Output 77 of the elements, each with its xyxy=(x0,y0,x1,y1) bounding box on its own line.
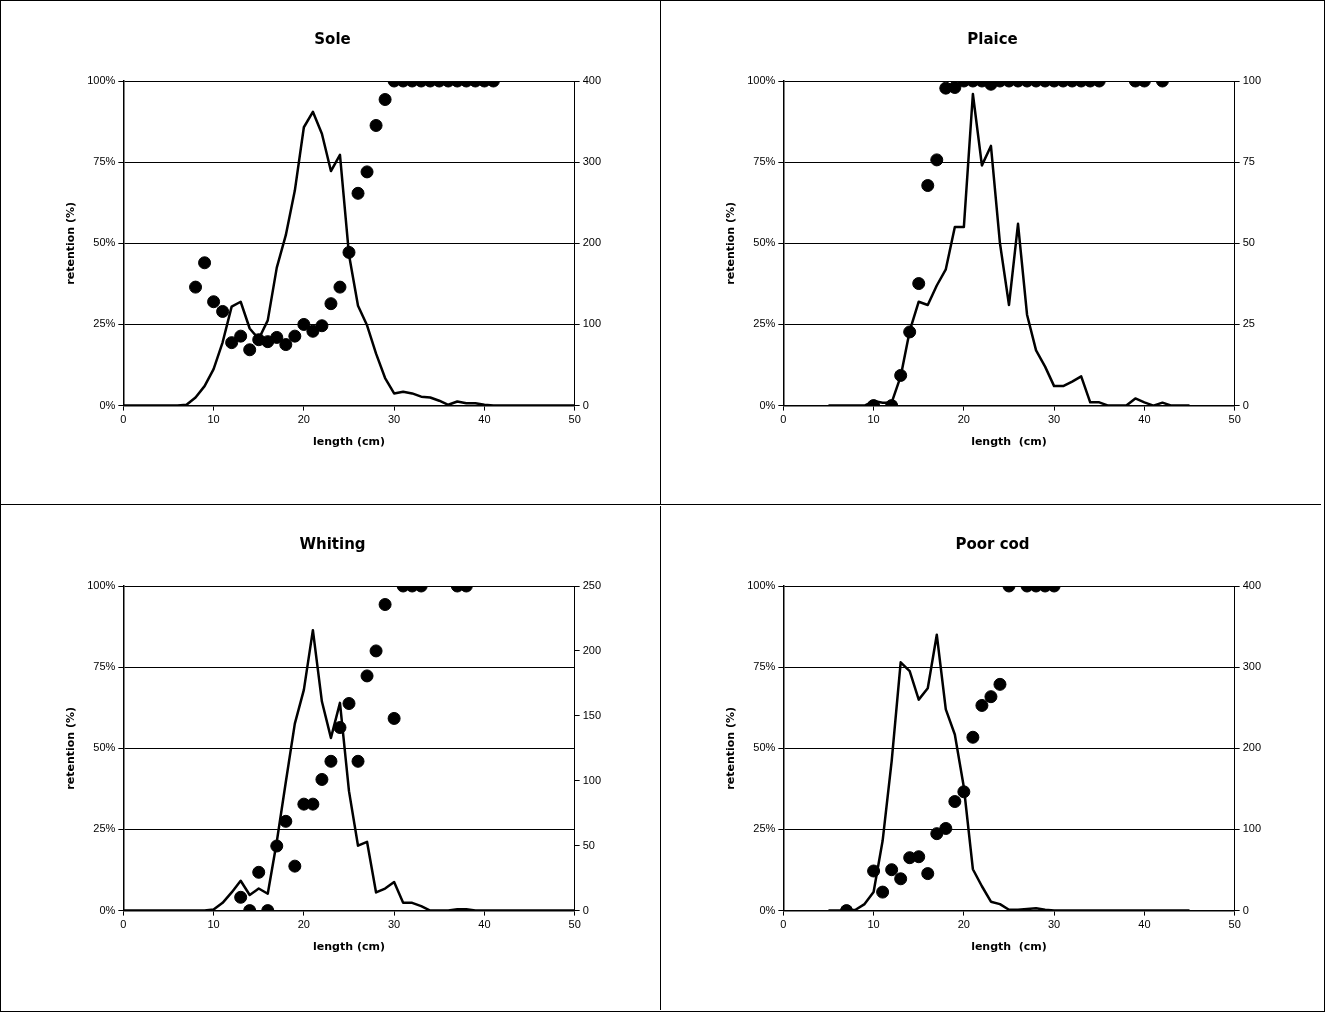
y-tick-label: 75% xyxy=(753,660,776,673)
x-tick-label: 20 xyxy=(957,918,970,931)
x-tick-label: 30 xyxy=(388,918,401,931)
y2-tick-label: 100 xyxy=(582,773,602,786)
y2-tick-label: 50 xyxy=(582,838,595,851)
y-tick-label: 0% xyxy=(99,903,116,916)
y-tick-label: 25% xyxy=(753,822,776,835)
x-tick-label: 10 xyxy=(867,413,880,426)
y2-tick-label: 0 xyxy=(582,903,589,916)
x-axis-title: length (cm) xyxy=(313,940,385,954)
y2-tick-label: 200 xyxy=(1242,741,1262,754)
x-tick-label: 40 xyxy=(478,413,491,426)
x-tick-label: 50 xyxy=(568,413,581,426)
chart-title: Whiting xyxy=(299,534,366,553)
y2-tick-label: 100 xyxy=(582,317,602,330)
y-tick-label: 100% xyxy=(747,579,776,592)
y-tick-label: 75% xyxy=(93,155,116,168)
x-tick-label: 50 xyxy=(1228,918,1241,931)
y-tick-label: 100% xyxy=(87,74,116,87)
y-tick-label: 50% xyxy=(93,236,116,249)
y2-tick-label: 300 xyxy=(582,155,602,168)
x-tick-label: 20 xyxy=(297,413,310,426)
x-tick-label: 40 xyxy=(1138,918,1151,931)
y2-tick-label: 50 xyxy=(1242,236,1255,249)
x-tick-label: 50 xyxy=(568,918,581,931)
y-tick-label: 25% xyxy=(753,317,776,330)
x-tick-label: 10 xyxy=(867,918,880,931)
y-axis-title: retention (%) xyxy=(64,201,78,285)
chart-title: Sole xyxy=(314,29,351,48)
x-tick-label: 30 xyxy=(1048,918,1061,931)
y-tick-label: 75% xyxy=(753,155,776,168)
x-tick-label: 10 xyxy=(207,918,220,931)
x-tick-label: 50 xyxy=(1228,413,1241,426)
chart-title: Poor cod xyxy=(955,534,1030,553)
x-tick-label: 30 xyxy=(388,413,401,426)
y2-tick-label: 250 xyxy=(582,579,602,592)
y-tick-label: 25% xyxy=(93,317,116,330)
y-tick-label: 25% xyxy=(93,822,116,835)
y2-tick-label: 150 xyxy=(582,708,602,721)
y2-tick-label: 200 xyxy=(582,643,602,656)
y2-tick-label: 25 xyxy=(1242,317,1255,330)
y-tick-label: 100% xyxy=(747,74,776,87)
y2-tick-label: 100 xyxy=(1242,822,1262,835)
x-axis-title: length (cm) xyxy=(971,435,1047,449)
y2-tick-label: 75 xyxy=(1242,155,1255,168)
x-axis-title: length (cm) xyxy=(971,940,1047,954)
y2-tick-label: 200 xyxy=(582,236,602,249)
x-axis-title: length (cm) xyxy=(313,435,385,449)
x-tick-label: 0 xyxy=(780,413,787,426)
y2-tick-label: 400 xyxy=(1242,579,1262,592)
x-tick-label: 30 xyxy=(1048,413,1061,426)
x-tick-label: 10 xyxy=(207,413,220,426)
x-tick-label: 20 xyxy=(957,413,970,426)
x-tick-label: 40 xyxy=(1138,413,1151,426)
x-tick-label: 0 xyxy=(120,918,127,931)
y2-tick-label: 100 xyxy=(1242,74,1262,87)
y-tick-label: 100% xyxy=(87,579,116,592)
y-tick-label: 50% xyxy=(753,236,776,249)
x-tick-label: 0 xyxy=(120,413,127,426)
y-tick-label: 75% xyxy=(93,660,116,673)
y-tick-label: 50% xyxy=(753,741,776,754)
y2-tick-label: 0 xyxy=(1242,903,1249,916)
x-tick-label: 40 xyxy=(478,918,491,931)
y-tick-label: 0% xyxy=(759,903,776,916)
y-tick-label: 50% xyxy=(93,741,116,754)
y2-tick-label: 300 xyxy=(1242,660,1262,673)
y2-tick-label: 0 xyxy=(1242,398,1249,411)
y2-tick-label: 400 xyxy=(582,74,602,87)
y2-tick-label: 0 xyxy=(582,398,589,411)
y-axis-title: retention (%) xyxy=(724,201,738,285)
y-axis-title: retention (%) xyxy=(724,706,738,790)
chart-title: Plaice xyxy=(967,29,1018,48)
x-tick-label: 0 xyxy=(780,918,787,931)
y-axis-title: retention (%) xyxy=(64,706,78,790)
x-tick-label: 20 xyxy=(297,918,310,931)
y-tick-label: 0% xyxy=(759,398,776,411)
y-tick-label: 0% xyxy=(99,398,116,411)
